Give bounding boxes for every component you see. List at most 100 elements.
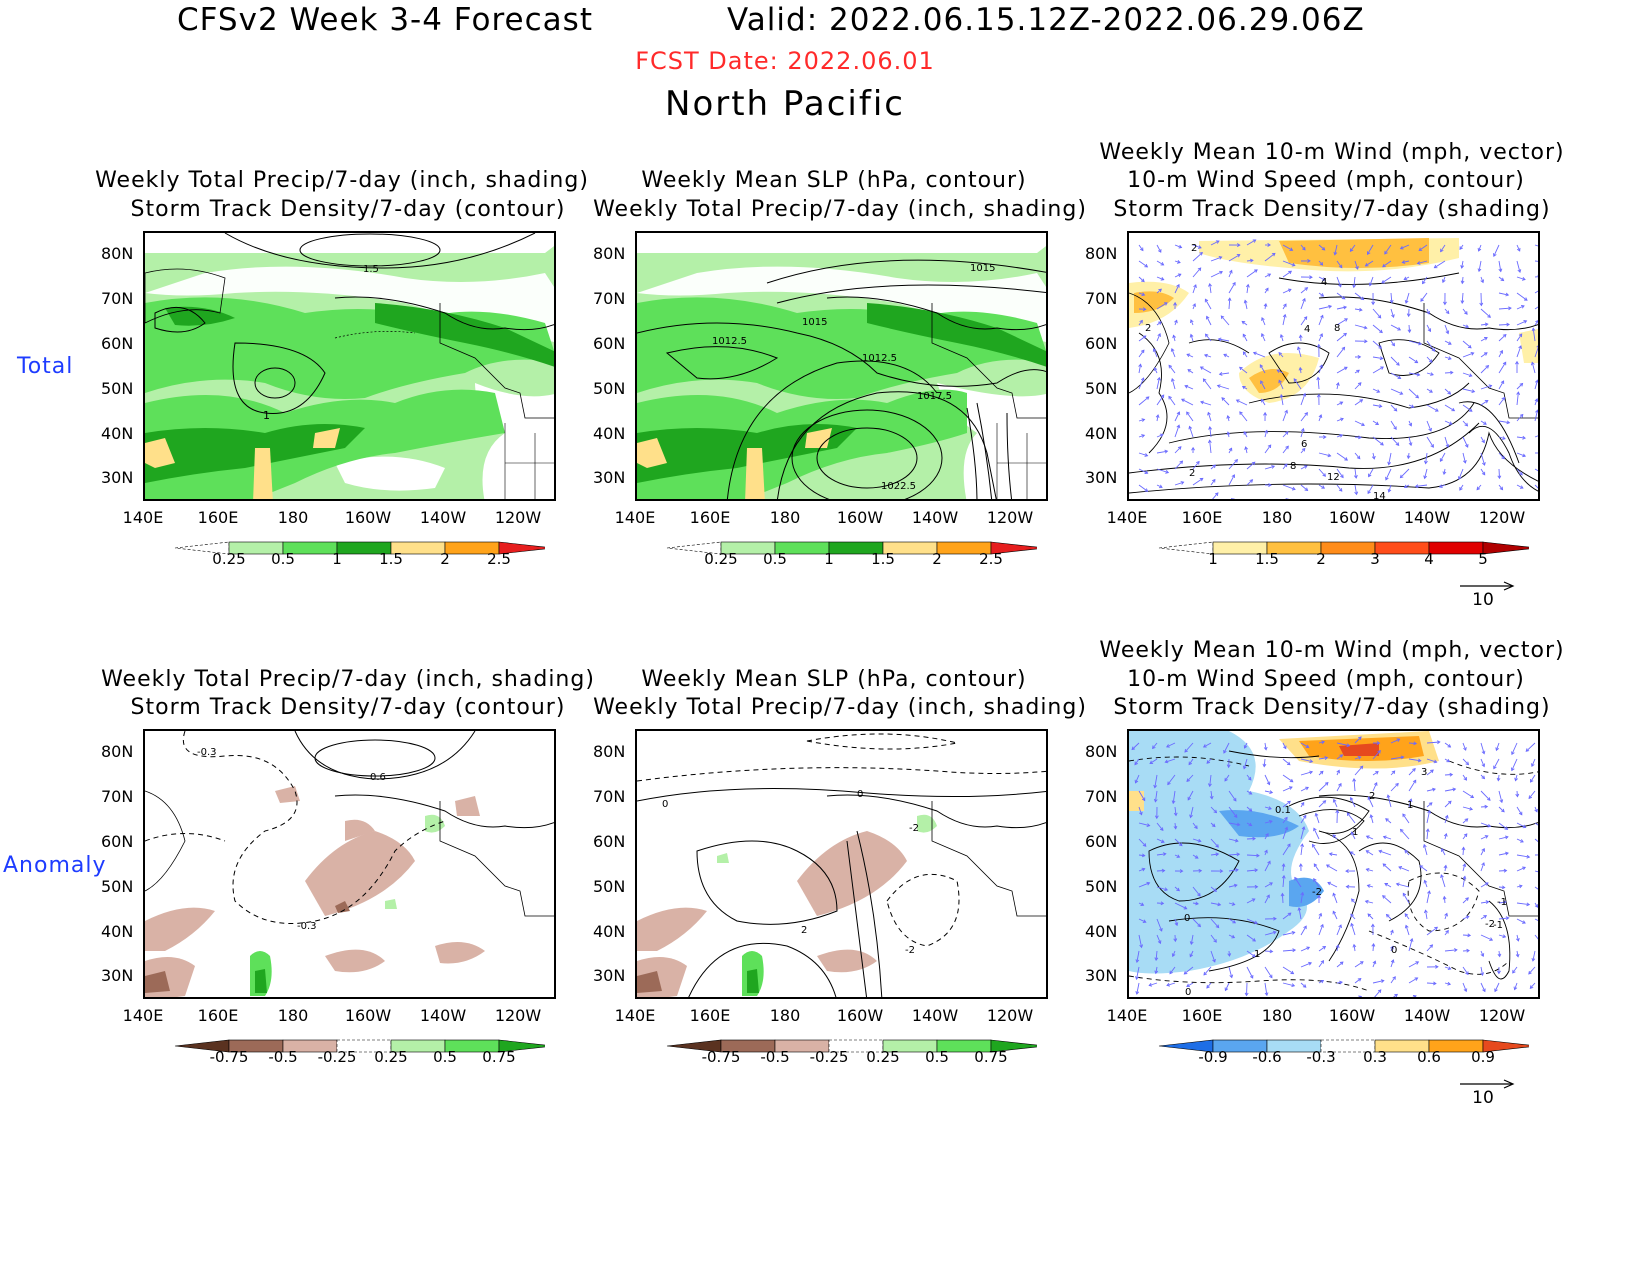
wind-vector-head: [1452, 787, 1457, 792]
wind-vector: [1318, 771, 1324, 776]
wind-vector-head: [1534, 808, 1538, 813]
wind-vector-head: [1217, 337, 1222, 342]
colorbar-swatch: [990, 541, 1037, 555]
wind-vector-head: [1539, 434, 1540, 437]
wind-vector-head: [1454, 948, 1458, 952]
wind-vector: [1228, 474, 1235, 486]
wind-vector-head: [1197, 838, 1202, 843]
wind-vector-head: [1302, 814, 1307, 819]
contour-label: 2: [1191, 243, 1197, 254]
wind-vector: [1236, 399, 1248, 406]
wind-vector: [1372, 980, 1384, 984]
wind-vector-head: [1215, 924, 1220, 929]
wind-vector-head: [1159, 827, 1164, 831]
wind-vector: [1192, 478, 1204, 486]
wind-vector: [1156, 276, 1164, 281]
wind-vector-head: [1534, 904, 1538, 908]
wind-vector: [1408, 742, 1417, 745]
wind-vector: [1318, 800, 1326, 808]
wind-vector-head: [1392, 976, 1396, 980]
wind-vector: [1534, 306, 1538, 310]
wind-vector: [1350, 797, 1356, 808]
wind-vector: [1239, 366, 1248, 374]
wind-vector-head: [1408, 422, 1413, 427]
wind-vector: [1246, 950, 1256, 958]
wind-vector: [1228, 459, 1238, 470]
wind-vector: [1480, 468, 1486, 476]
wind-vector-head: [1320, 959, 1324, 964]
wind-vector-head: [1352, 943, 1357, 948]
wind-vector: [1408, 388, 1419, 399]
wind-vector-head: [1304, 412, 1308, 416]
wind-vector-head: [1528, 970, 1532, 975]
wind-vector: [1156, 934, 1161, 944]
wind-vector: [1529, 982, 1536, 989]
wind-vector-head: [1536, 345, 1538, 348]
wind-vector: [1426, 944, 1433, 952]
wind-vector-head: [1209, 795, 1214, 800]
wind-vector-head: [1339, 980, 1343, 985]
wind-vector: [1400, 829, 1410, 840]
wind-vector: [1282, 314, 1286, 326]
wind-vector-head: [1135, 959, 1140, 964]
lon-tick-label: 140E: [614, 508, 656, 527]
wind-vector-head: [1502, 934, 1507, 939]
wind-vector: [1336, 347, 1345, 358]
wind-vector-head: [1466, 948, 1470, 953]
wind-vector: [1210, 886, 1217, 892]
wind-vector: [1444, 388, 1451, 395]
contour-label: 1: [1407, 800, 1413, 811]
wind-vector: [1423, 844, 1428, 856]
wind-vector-head: [1300, 801, 1305, 806]
colorbar-tick-label: 0.5: [925, 1048, 949, 1066]
wind-vector: [1228, 918, 1236, 924]
wind-vector-head: [1154, 970, 1159, 975]
wind-vector: [1264, 894, 1270, 904]
wind-vector: [1300, 826, 1305, 840]
wind-vector-head: [1481, 775, 1486, 780]
lat-tick-label: 70N: [1085, 289, 1118, 308]
wind-vector: [1135, 774, 1140, 783]
colorbar-anomaly-storm: [1158, 1039, 1529, 1053]
lat-tick-label: 50N: [1085, 877, 1118, 896]
wind-vector-head: [1345, 869, 1349, 873]
wind-vector-head: [1302, 392, 1307, 397]
wind-vector: [1138, 292, 1145, 296]
wind-vector-head: [1288, 270, 1293, 275]
wind-vector: [1480, 323, 1488, 326]
colorbar-tick-label: -0.75: [209, 1048, 249, 1066]
colorbar-swatch: [1158, 541, 1214, 555]
wind-vector-head: [1178, 244, 1183, 249]
wind-vector-head: [1316, 393, 1321, 398]
wind-vector: [1426, 788, 1436, 792]
wind-vector-head: [1199, 477, 1204, 482]
wind-vector-head: [1160, 839, 1165, 843]
wind-vector-head: [1447, 981, 1452, 986]
wind-vector-head: [1449, 370, 1454, 375]
wind-vector: [1459, 484, 1464, 491]
contour-label: 1012.5: [712, 336, 747, 347]
wind-vector-head: [1292, 948, 1297, 953]
wind-vector: [1312, 844, 1320, 856]
wind-vector-head: [1223, 749, 1227, 754]
wind-vector: [1156, 333, 1161, 342]
wind-vector-head: [1518, 333, 1523, 338]
wind-vector: [1210, 464, 1216, 470]
wind-vector-head: [1497, 475, 1502, 480]
lat-tick-label: 70N: [101, 289, 134, 308]
wind-vector: [1400, 468, 1410, 479]
wind-vector-head: [1481, 439, 1485, 444]
wind-vector-head: [1470, 351, 1475, 356]
wind-vector: [1372, 388, 1380, 393]
wind-vector: [1354, 756, 1361, 760]
wind-vector: [1184, 966, 1194, 975]
wind-vector: [1336, 418, 1344, 422]
wind-vector-head: [1286, 761, 1291, 766]
wind-vector-head: [1290, 970, 1295, 975]
wind-vector-head: [1254, 868, 1259, 873]
wind-vector: [1422, 276, 1428, 284]
wind-vector-head: [1358, 307, 1363, 312]
wind-vector-head: [1350, 831, 1355, 836]
lat-tick-label: 70N: [101, 787, 134, 806]
wind-vector: [1408, 779, 1417, 792]
